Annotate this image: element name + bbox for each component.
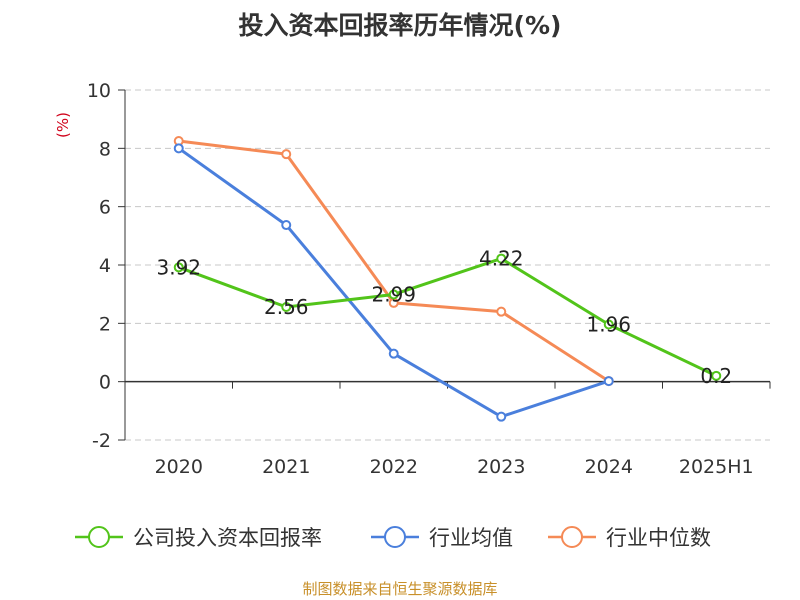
y-tick-label: -2 [92, 430, 111, 452]
data-point [603, 319, 614, 330]
data-label: 2.56 [264, 295, 309, 319]
data-label: 0.2 [700, 364, 732, 388]
chart-title: 投入资本回报率历年情况(%) [238, 11, 562, 40]
data-point [173, 262, 184, 273]
x-tick-label: 2021 [262, 456, 310, 478]
legend-swatch-marker [561, 526, 583, 548]
data-label: 2.99 [371, 282, 416, 306]
data-point [281, 149, 292, 160]
data-label: 4.22 [479, 247, 524, 271]
data-point [388, 348, 399, 359]
x-tick-label: 2020 [155, 456, 203, 478]
data-point [711, 370, 722, 381]
data-label: 3.92 [156, 255, 201, 279]
data-point [281, 220, 292, 231]
x-tick-label: 2022 [370, 456, 418, 478]
legend-label: 行业均值 [429, 526, 513, 550]
x-tick-label: 2024 [585, 456, 633, 478]
y-tick-label: 0 [99, 372, 111, 394]
data-point [603, 376, 614, 387]
legend-swatch-marker [88, 526, 110, 548]
legend-swatch-marker [384, 526, 406, 548]
x-tick-label: 2025H1 [679, 456, 754, 478]
y-tick-label: 8 [99, 138, 111, 160]
y-tick-label: 4 [99, 255, 111, 277]
y-axis-unit-label: (%) [54, 112, 72, 138]
x-tick-label: 2023 [477, 456, 525, 478]
legend-label: 公司投入资本回报率 [133, 526, 322, 550]
legend-label: 行业中位数 [606, 526, 711, 550]
data-point [281, 302, 292, 312]
data-source-note: 制图数据来自恒生聚源数据库 [302, 580, 498, 598]
y-tick-label: 10 [87, 80, 111, 102]
data-point [496, 253, 507, 264]
series-line [178, 139, 610, 383]
data-label: 1.96 [586, 313, 631, 337]
data-point [173, 143, 184, 154]
y-tick-label: 6 [99, 197, 111, 219]
y-tick-label: 2 [99, 313, 111, 335]
series-line [178, 257, 717, 378]
data-point [496, 411, 507, 422]
data-point [496, 306, 507, 317]
data-point [388, 289, 399, 300]
